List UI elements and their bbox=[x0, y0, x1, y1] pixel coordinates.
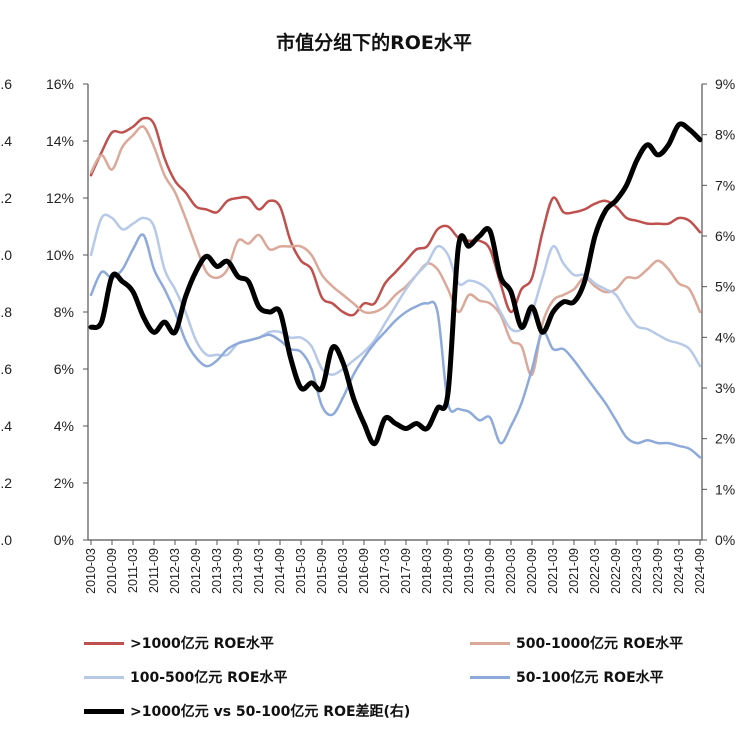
legend-item-500-1000: 500-1000亿元 ROE水平 bbox=[470, 633, 683, 653]
legend-swatch bbox=[84, 708, 124, 714]
right-axis-tick-label: 2% bbox=[715, 431, 735, 447]
legend-label: 100-500亿元 ROE水平 bbox=[130, 670, 288, 686]
left-axis-tick-label: 0% bbox=[54, 532, 74, 548]
x-axis-tick-label: 2012-09 bbox=[189, 548, 203, 594]
right-axis-tick-label: 4% bbox=[715, 329, 735, 345]
legend-label: >1000亿元 ROE水平 bbox=[130, 636, 274, 652]
left-axis-tick-label: 8% bbox=[54, 304, 74, 320]
x-axis-tick-label: 2013-03 bbox=[210, 548, 224, 594]
x-axis-tick-label: 2018-09 bbox=[441, 548, 455, 594]
chart-title: 市值分组下的ROE水平 bbox=[276, 32, 472, 54]
x-axis-tick-label: 2014-09 bbox=[273, 548, 287, 594]
right-axis-tick-label: 8% bbox=[715, 127, 735, 143]
legend-label: >1000亿元 vs 50-100亿元 ROE差距(右) bbox=[130, 704, 411, 720]
x-axis-tick-label: 2015-09 bbox=[315, 548, 329, 594]
x-axis-tick-label: 2020-03 bbox=[504, 548, 518, 594]
series-line-4 bbox=[88, 121, 703, 447]
cropped-axis-tick-label: 0.0 bbox=[0, 532, 12, 548]
legend-swatch bbox=[84, 675, 124, 679]
right-axis-tick-label: 7% bbox=[715, 177, 735, 193]
cropped-axis-tick-label: 0.8 bbox=[0, 304, 12, 320]
x-axis-tick-label: 2023-03 bbox=[630, 548, 644, 594]
left-axis-tick-label: 4% bbox=[54, 418, 74, 434]
cropped-axis-tick-label: 0.2 bbox=[0, 475, 12, 491]
cropped-axis-tick-label: 0.4 bbox=[0, 418, 12, 434]
cropped-axis-tick-label: 1.6 bbox=[0, 76, 12, 92]
x-axis-tick-label: 2020-09 bbox=[525, 548, 539, 594]
x-axis-tick-label: 2019-09 bbox=[483, 548, 497, 594]
legend-item-gt1000: >1000亿元 ROE水平 bbox=[84, 633, 274, 653]
series-line-1 bbox=[89, 125, 702, 377]
right-axis-tick-label: 5% bbox=[715, 279, 735, 295]
right-axis-tick-label: 3% bbox=[715, 380, 735, 396]
right-axis-tick-label: 9% bbox=[715, 76, 735, 92]
legend-item-100-500: 100-500亿元 ROE水平 bbox=[84, 667, 287, 687]
x-axis-tick-label: 2018-03 bbox=[420, 548, 434, 594]
x-axis-tick-label: 2021-09 bbox=[567, 548, 581, 594]
x-axis-tick-label: 2011-03 bbox=[126, 548, 140, 593]
x-axis-tick-label: 2015-03 bbox=[294, 548, 308, 594]
x-axis-tick-label: 2016-09 bbox=[357, 548, 371, 594]
x-axis-tick-label: 2024-03 bbox=[672, 548, 686, 594]
x-axis-tick-label: 2010-03 bbox=[84, 548, 98, 594]
x-axis-tick-label: 2013-09 bbox=[231, 548, 245, 594]
x-axis-tick-label: 2022-03 bbox=[588, 548, 602, 594]
legend-label: 500-1000亿元 ROE水平 bbox=[516, 636, 684, 652]
left-axis-tick-label: 12% bbox=[46, 190, 74, 206]
cropped-axis-tick-label: 1.4 bbox=[0, 133, 12, 149]
left-axis-tick-label: 6% bbox=[54, 361, 74, 377]
x-axis-tick-label: 2022-09 bbox=[609, 548, 623, 594]
left-axis-tick-label: 10% bbox=[46, 247, 74, 263]
series-line-3 bbox=[89, 233, 702, 459]
right-axis-tick-label: 6% bbox=[715, 228, 735, 244]
cropped-axis-tick-label: 1.0 bbox=[0, 247, 12, 263]
x-axis-tick-label: 2021-03 bbox=[546, 548, 560, 594]
cropped-axis-tick-label: 0.6 bbox=[0, 361, 12, 377]
x-axis-tick-label: 2014-03 bbox=[252, 548, 266, 594]
legend-item-50-100: 50-100亿元 ROE水平 bbox=[470, 667, 664, 687]
series-line-2 bbox=[89, 213, 702, 376]
legend-item-gap: >1000亿元 vs 50-100亿元 ROE差距(右) bbox=[84, 701, 410, 721]
x-axis-tick-label: 2012-03 bbox=[168, 548, 182, 594]
series-line-0 bbox=[89, 116, 702, 317]
x-axis-tick-label: 2019-03 bbox=[462, 548, 476, 594]
left-axis-tick-label: 2% bbox=[54, 475, 74, 491]
right-axis-tick-label: 1% bbox=[715, 481, 735, 497]
legend-swatch bbox=[84, 641, 124, 645]
x-axis-tick-label: 2023-09 bbox=[651, 548, 665, 594]
x-axis-tick-label: 2016-03 bbox=[336, 548, 350, 594]
legend-label: 50-100亿元 ROE水平 bbox=[516, 670, 664, 686]
x-axis-tick-label: 2017-03 bbox=[378, 548, 392, 594]
left-axis-tick-label: 14% bbox=[46, 133, 74, 149]
left-axis-tick-label: 16% bbox=[46, 76, 74, 92]
legend-swatch bbox=[470, 675, 510, 679]
right-axis-tick-label: 0% bbox=[715, 532, 735, 548]
x-axis-tick-label: 2017-09 bbox=[399, 548, 413, 594]
cropped-axis-tick-label: 1.2 bbox=[0, 190, 12, 206]
x-axis-tick-label: 2010-09 bbox=[105, 548, 119, 594]
x-axis-tick-label: 2011-09 bbox=[147, 548, 161, 593]
x-axis-tick-label: 2024-09 bbox=[693, 548, 707, 594]
legend-swatch bbox=[470, 641, 510, 645]
